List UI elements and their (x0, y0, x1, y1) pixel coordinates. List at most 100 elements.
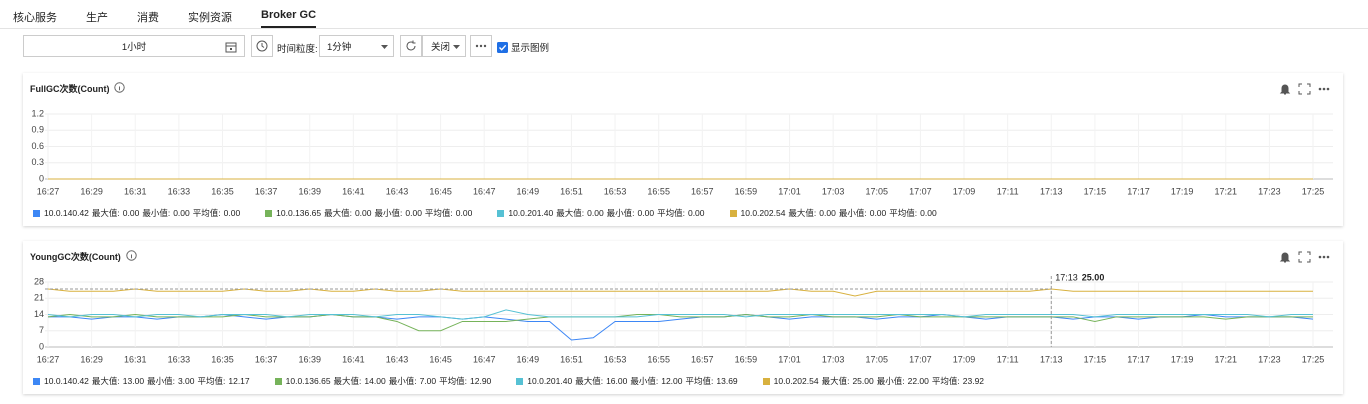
x-tick-label: 17:01 (778, 354, 801, 364)
legend-swatch (497, 209, 505, 217)
more-button[interactable] (470, 35, 492, 57)
more-icon (475, 44, 487, 48)
legend-item[interactable]: 10.0.201.40 最大值: 16.00 最小值: 12.00 平均值: 13.69 (516, 375, 740, 387)
bell-icon[interactable] (1279, 84, 1291, 95)
tab[interactable]: 生产 (86, 12, 108, 24)
x-tick-label: 16:33 (168, 186, 191, 196)
stat-label: 最小值: (142, 208, 171, 218)
more-dot[interactable] (1326, 87, 1330, 91)
fullscreen-icon[interactable] (1298, 83, 1311, 95)
legend-item[interactable]: 10.0.136.65 最大值: 0.00 最小值: 0.00 平均值: 0.00 (265, 207, 475, 219)
legend-item[interactable]: 10.0.202.54 最大值: 0.00 最小值: 0.00 平均值: 0.00 (729, 207, 940, 219)
y-tick-label: 7 (39, 325, 44, 335)
stat-value: 13.00 (122, 376, 145, 386)
x-tick-label: 17:15 (1084, 354, 1107, 364)
legend-item[interactable]: 10.0.140.42 最大值: 13.00 最小值: 3.00 平均值: 12.17 (33, 375, 253, 387)
legend-name: 10.0.140.42 (44, 376, 89, 386)
stat-label: 最小值: (838, 208, 867, 218)
granularity-select[interactable]: 1分钟 (319, 35, 394, 57)
stat-value: 23.92 (962, 376, 985, 386)
legend-swatch (33, 377, 40, 385)
legend-item[interactable]: 10.0.140.42 最大值: 0.00 最小值: 0.00 平均值: 0.00 (33, 207, 243, 219)
legend-name: 10.0.201.40 (508, 208, 554, 218)
x-tick-label: 17:21 (1214, 354, 1237, 364)
stat-label: 平均值: (192, 208, 221, 218)
x-tick-label: 16:51 (560, 354, 583, 364)
legend: 10.0.140.42 最大值: 13.00 最小值: 3.00 平均值: 12.17 10.… (33, 375, 1009, 387)
refresh-select[interactable]: 关闭 (422, 35, 466, 57)
x-tick-label: 16:37 (255, 186, 278, 196)
stat-label: 平均值: (424, 208, 453, 218)
chart-panel: YoungGC次数(Count) 0 7 14 21 28 16:27 16:29 16:31 1… (23, 241, 1343, 394)
x-tick-label: 16:45 (429, 354, 452, 364)
stat-label: 最大值: (788, 208, 817, 218)
x-tick-label: 17:25 (1302, 186, 1325, 196)
x-tick-label: 17:23 (1258, 186, 1281, 196)
more-dot[interactable] (1322, 87, 1326, 91)
stat-value: 12.90 (470, 376, 492, 386)
clock-button[interactable] (251, 35, 273, 57)
x-tick-label: 16:37 (255, 354, 278, 364)
x-tick-label: 17:11 (997, 354, 1019, 364)
x-tick-label: 17:21 (1214, 186, 1237, 196)
legend-toggle[interactable]: 显示图例 (497, 40, 549, 54)
stat-label: 平均值: (685, 376, 714, 386)
series-line (47, 309, 1313, 320)
legend-name: 10.0.201.40 (527, 376, 573, 386)
time-range-input[interactable]: 1小时 (23, 35, 245, 57)
more-dot[interactable] (1318, 255, 1322, 259)
x-tick-label: 16:59 (735, 186, 758, 196)
legend-item[interactable]: 10.0.201.40 最大值: 0.00 最小值: 0.00 平均值: 0.00 (497, 207, 707, 219)
x-tick-label: 16:39 (298, 186, 321, 196)
series-line (48, 313, 1314, 341)
stat-label: 最小值: (374, 208, 403, 218)
fullscreen-icon[interactable] (1298, 251, 1311, 263)
stat-value: 3.00 (177, 376, 195, 386)
x-tick-label: 16:43 (386, 186, 409, 196)
x-tick-label: 17:07 (909, 354, 932, 364)
stat-value: 0.00 (122, 208, 140, 218)
x-tick-label: 17:09 (953, 186, 976, 196)
checkbox[interactable] (497, 41, 508, 53)
more-dot[interactable] (1318, 87, 1322, 91)
tab[interactable]: Broker GC (261, 0, 317, 28)
granularity-label: 时间粒度: (277, 44, 318, 55)
tab[interactable]: 消费 (137, 12, 159, 24)
stat-value: 12.17 (228, 376, 250, 386)
tab-bar: 核心服务 生产 消费 实例资源 Broker GC (0, 0, 1368, 29)
stat-value: 22.00 (907, 376, 929, 386)
x-tick-label: 17:13 (1040, 186, 1063, 196)
stat-label: 最小值: (606, 208, 635, 218)
more-dot[interactable] (1326, 255, 1330, 259)
stat-label: 平均值: (931, 376, 960, 386)
series-line (47, 288, 1313, 297)
tab[interactable]: 核心服务 (13, 12, 57, 24)
x-tick-label: 16:41 (342, 186, 365, 196)
stat-value: 0.00 (173, 208, 190, 218)
y-tick-label: 0 (39, 173, 44, 183)
x-tick-label: 16:35 (211, 354, 234, 364)
x-tick-label: 16:27 (37, 186, 60, 196)
chart-title: YoungGC次数(Count) (30, 252, 121, 262)
legend-item[interactable]: 10.0.202.54 最大值: 25.00 最小值: 22.00 平均值: 23.92 (762, 375, 987, 387)
stat-value: 0.00 (687, 208, 705, 218)
x-tick-label: 16:29 (80, 354, 103, 364)
stat-value: 25.00 (852, 376, 874, 386)
x-tick-label: 16:31 (124, 186, 147, 196)
x-tick-label: 16:35 (211, 186, 234, 196)
stat-value: 0.00 (354, 208, 372, 218)
stat-value: 14.00 (364, 376, 386, 386)
y-tick-label: 14 (34, 309, 44, 319)
calendar-icon (225, 42, 237, 53)
stat-value: 0.00 (223, 208, 241, 218)
tab[interactable]: 实例资源 (188, 12, 232, 24)
x-tick-label: 17:07 (909, 186, 932, 196)
more-dot[interactable] (1322, 255, 1326, 259)
legend-item[interactable]: 10.0.136.65 最大值: 14.00 最小值: 7.00 平均值: 12.90 (274, 375, 495, 387)
bell-icon[interactable] (1279, 252, 1291, 263)
refresh-button[interactable] (400, 35, 422, 57)
stat-label: 最小值: (876, 376, 905, 386)
x-tick-label: 16:49 (517, 186, 540, 196)
y-tick-label: 21 (34, 293, 44, 303)
